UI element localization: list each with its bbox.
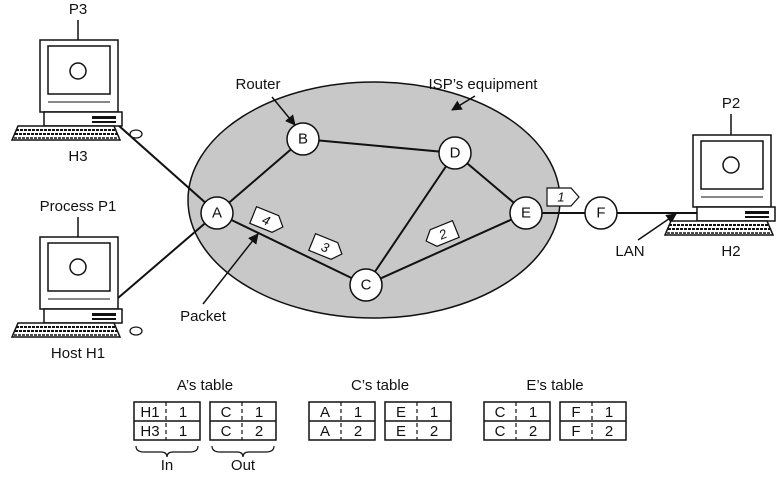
table-cell: 2 <box>529 423 537 440</box>
node-label-e: E <box>521 205 531 222</box>
packet-3: 3 <box>308 233 346 263</box>
table-cell: C <box>221 404 232 421</box>
brace-in <box>135 445 199 458</box>
host-h1-label: Host H1 <box>51 345 105 362</box>
table-cell: 1 <box>605 404 613 421</box>
process-p2-label: P2 <box>722 95 740 112</box>
packet-1: 1 <box>546 187 580 207</box>
router-node-a: A <box>200 196 234 230</box>
router-node-f: F <box>584 196 618 230</box>
router-node-b: B <box>286 122 320 156</box>
table-cell: 1 <box>179 423 187 440</box>
brace-out <box>211 445 275 458</box>
table-cell: 1 <box>179 404 187 421</box>
brace-label-out: Out <box>231 457 256 474</box>
table-e: E’s table C 1 C 2 F 1 F 2 <box>483 377 627 441</box>
table-out-box: F 1 F 2 <box>559 401 627 441</box>
table-cell: 1 <box>354 404 362 421</box>
table-title: A’s table <box>177 377 233 394</box>
table-cell: 1 <box>529 404 537 421</box>
table-cell: H1 <box>140 404 159 421</box>
packet-2: 2 <box>422 220 460 250</box>
table-cell: 1 <box>430 404 438 421</box>
router-node-d: D <box>438 136 472 170</box>
computer-icon <box>11 39 143 141</box>
table-out-box: E 1 E 2 <box>384 401 452 441</box>
table-cell: F <box>571 404 580 421</box>
node-label-a: A <box>212 205 222 222</box>
table-cell: 2 <box>430 423 438 440</box>
table-cell: 1 <box>255 404 263 421</box>
router-node-e: E <box>509 196 543 230</box>
table-cell: 2 <box>255 423 263 440</box>
table-cell: C <box>221 423 232 440</box>
table-cell: A <box>320 404 330 421</box>
table-c: C’s table A 1 A 2 E 1 E 2 <box>308 377 452 441</box>
host-h2-label: H2 <box>721 243 740 260</box>
table-cell: C <box>495 404 506 421</box>
host-h2: P2 H2 <box>664 95 781 260</box>
host-h3-label: H3 <box>68 148 87 165</box>
computer-icon <box>664 134 781 236</box>
table-cell: 2 <box>605 423 613 440</box>
isp-label: ISP’s equipment <box>429 76 539 93</box>
router-label: Router <box>235 76 280 93</box>
table-title: C’s table <box>351 377 409 394</box>
isp-arrow <box>451 95 476 111</box>
table-cell: 2 <box>354 423 362 440</box>
process-p3-label: P3 <box>69 1 87 18</box>
node-label-f: F <box>596 205 605 222</box>
table-in-box: C 1 C 2 <box>483 401 551 441</box>
table-cell: A <box>320 423 330 440</box>
node-label-b: B <box>298 131 308 148</box>
lan-label: LAN <box>615 243 644 260</box>
packet-4: 4 <box>249 206 287 236</box>
host-h1: Process P1 Host H1 <box>11 198 143 362</box>
router-node-c: C <box>349 268 383 302</box>
computer-icon <box>11 236 143 338</box>
table-cell: C <box>495 423 506 440</box>
table-in-box: H1 1 H3 1 <box>133 401 201 441</box>
packet-arrow <box>202 233 259 305</box>
table-cell: H3 <box>140 423 159 440</box>
table-cell: E <box>396 404 406 421</box>
table-in-box: A 1 A 2 <box>308 401 376 441</box>
lan-arrow <box>637 213 677 241</box>
host-h3: P3 H3 <box>11 1 143 165</box>
table-title: E’s table <box>526 377 583 394</box>
router-arrow <box>271 96 296 126</box>
process-p1-label: Process P1 <box>40 198 117 215</box>
table-out-box: C 1 C 2 <box>209 401 277 441</box>
brace-label-in: In <box>161 457 174 474</box>
process-circle <box>69 62 87 80</box>
packet-callout-label: Packet <box>180 308 227 325</box>
node-label-c: C <box>361 277 372 294</box>
process-circle <box>722 156 740 174</box>
packet-label-1: 1 <box>557 190 564 205</box>
table-cell: E <box>396 423 406 440</box>
node-label-d: D <box>450 145 461 162</box>
process-circle <box>69 258 87 276</box>
table-cell: F <box>571 423 580 440</box>
table-a: A’s table H1 1 H3 1 C 1 C 2 In Out <box>133 377 277 474</box>
